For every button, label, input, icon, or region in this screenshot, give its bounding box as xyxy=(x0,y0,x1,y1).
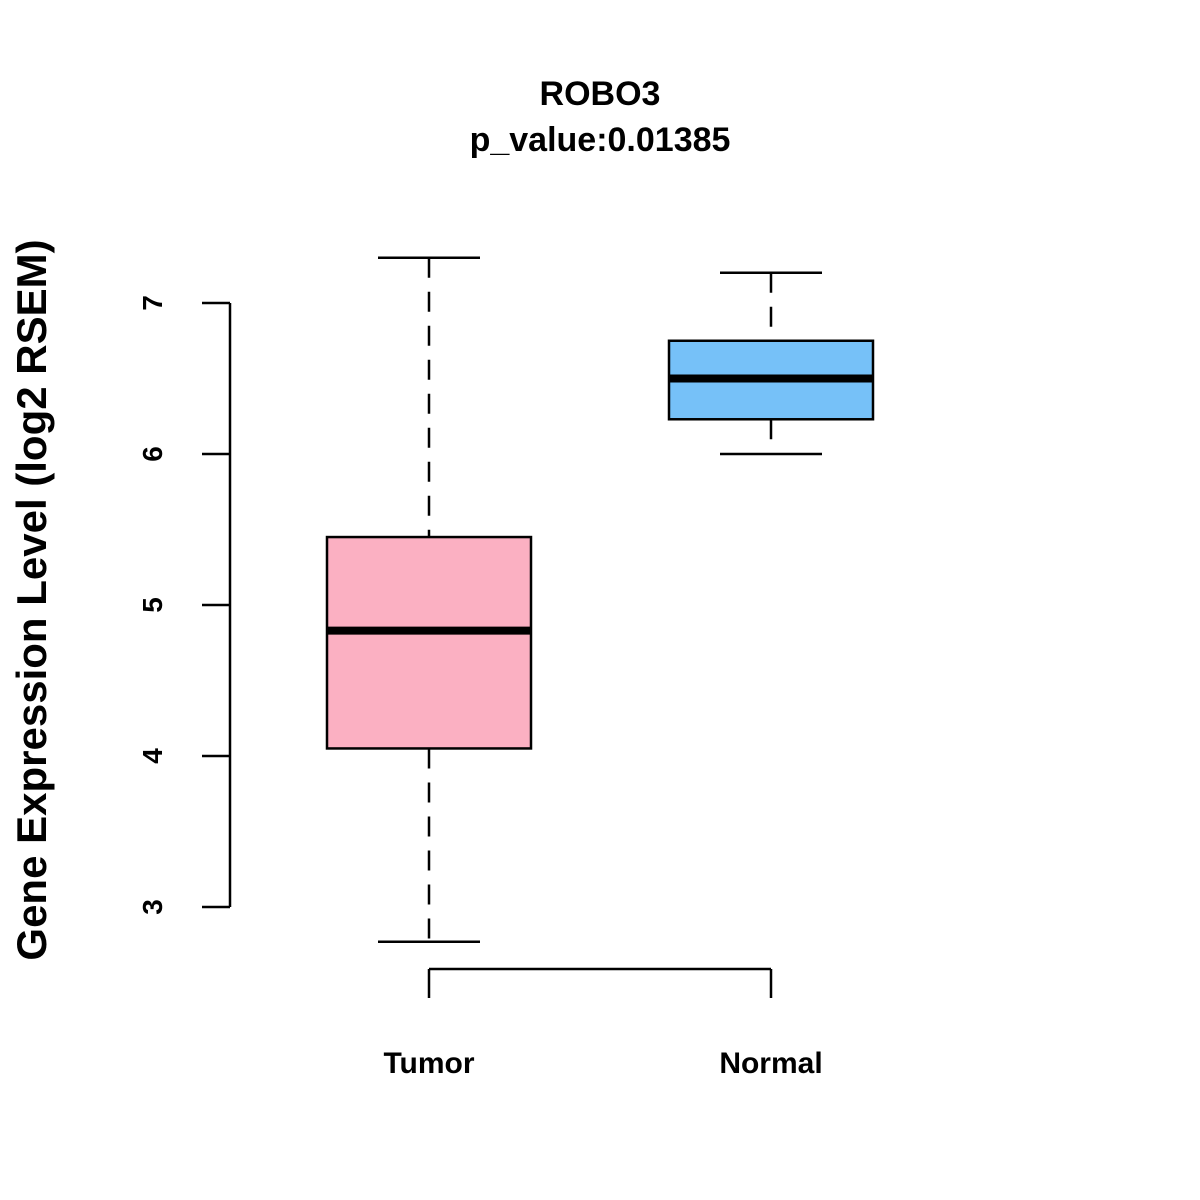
y-tick-label: 6 xyxy=(137,446,168,462)
y-tick-label: 4 xyxy=(137,748,168,764)
chart-subtitle: p_value:0.01385 xyxy=(470,121,731,159)
box-tumor xyxy=(325,256,533,943)
boxes xyxy=(325,256,875,943)
chart-title: ROBO3 xyxy=(540,75,661,113)
x-tick-label-tumor: Tumor xyxy=(383,1047,474,1080)
y-tick-label: 7 xyxy=(137,295,168,311)
iqr-box xyxy=(325,535,533,750)
y-tick-label: 3 xyxy=(137,899,168,915)
y-axis: 3 4 5 6 7 xyxy=(137,295,232,915)
y-axis-label: Gene Expression Level (log2 RSEM) xyxy=(8,239,55,960)
x-tick-label-normal: Normal xyxy=(719,1047,822,1080)
x-axis: Tumor Normal xyxy=(383,967,823,1080)
box-normal xyxy=(667,271,875,456)
y-tick-label: 5 xyxy=(137,597,168,613)
